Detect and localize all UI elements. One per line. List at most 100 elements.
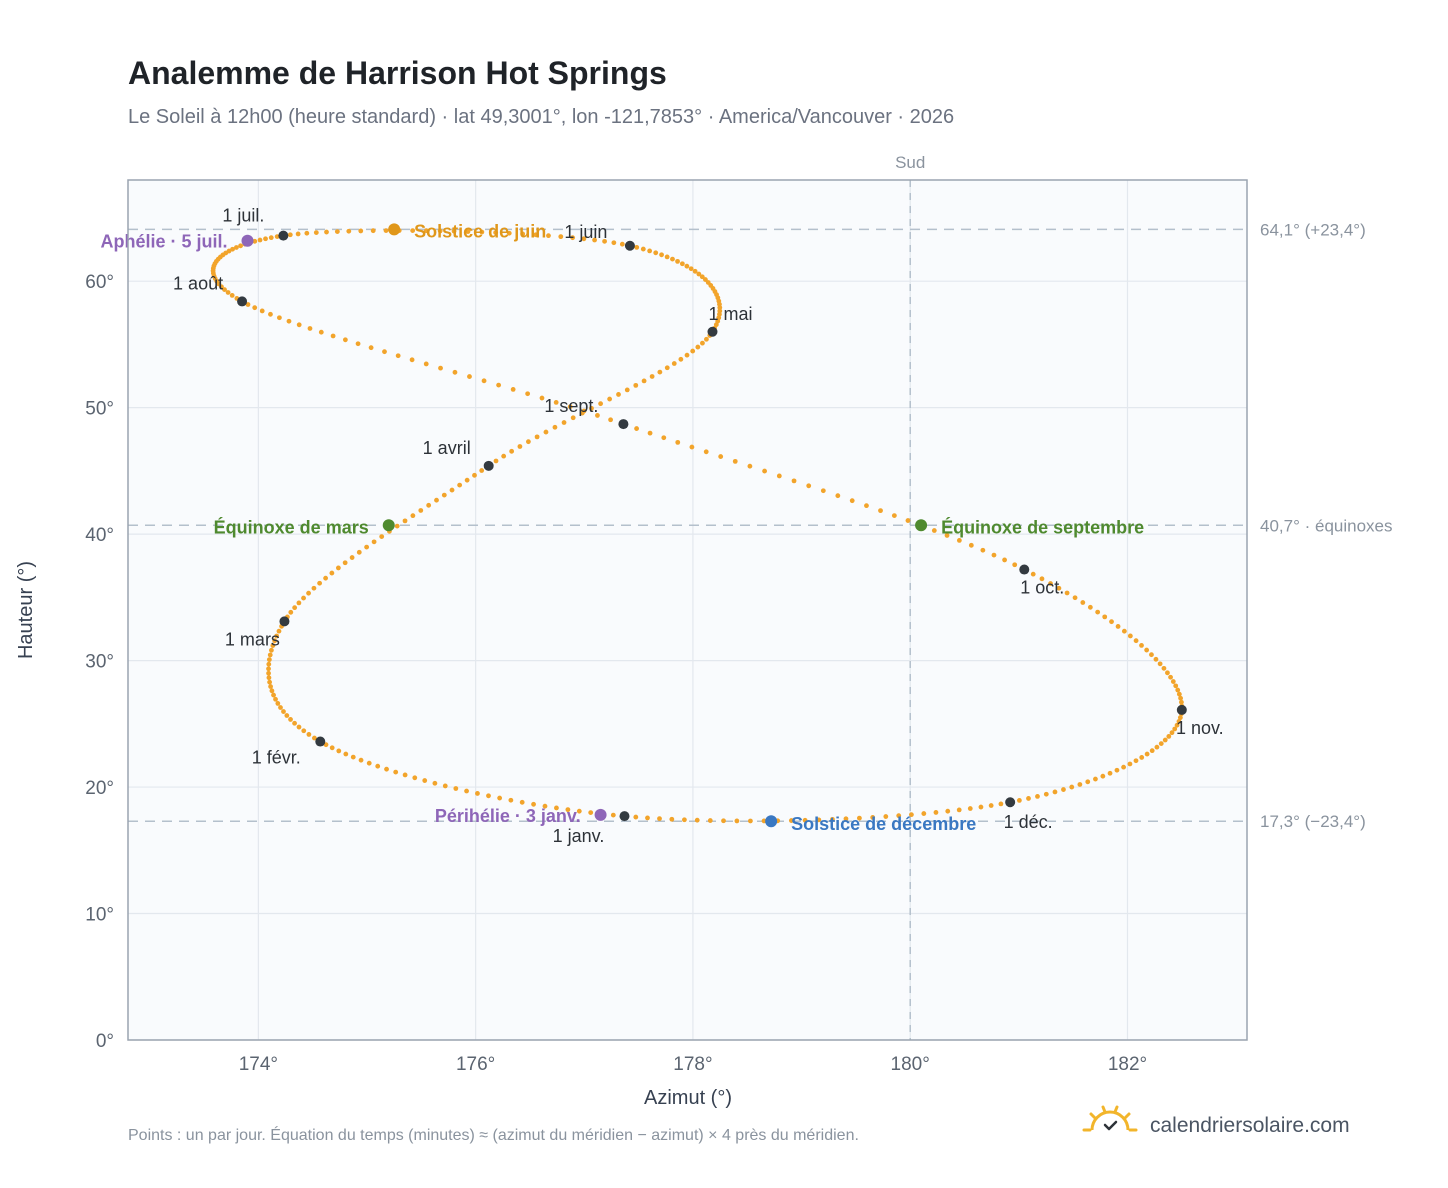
daily-point	[1002, 557, 1007, 563]
daily-point	[1064, 590, 1070, 596]
daily-point	[441, 492, 447, 498]
daily-point	[449, 487, 455, 493]
daily-point	[287, 232, 293, 238]
daily-point	[554, 805, 559, 811]
daily-point	[944, 533, 950, 538]
daily-point	[497, 795, 503, 801]
daily-point	[675, 439, 681, 445]
x-tick-label: 174°	[239, 1054, 278, 1075]
daily-point	[732, 458, 738, 464]
daily-point	[700, 340, 705, 346]
daily-point	[304, 230, 310, 236]
month-marker	[618, 419, 629, 430]
altitude-reference-label: 64,1° (+23,4°)	[1260, 220, 1366, 239]
daily-point	[1114, 767, 1120, 773]
daily-point	[978, 804, 984, 810]
daily-point	[432, 780, 438, 786]
daily-point	[301, 595, 306, 601]
daily-point	[296, 322, 302, 328]
event-marker	[915, 519, 928, 532]
daily-point	[266, 670, 271, 676]
daily-point	[679, 261, 685, 267]
daily-point	[317, 580, 323, 586]
daily-point	[1149, 748, 1155, 754]
daily-point	[1048, 581, 1053, 586]
daily-point	[437, 228, 443, 234]
altitude-reference-label: 17,3° (−23,4°)	[1260, 812, 1366, 831]
daily-point	[696, 271, 702, 277]
daily-point	[1165, 670, 1170, 676]
daily-point	[619, 241, 625, 247]
daily-point	[493, 230, 499, 236]
daily-point	[1176, 719, 1182, 724]
event-label: Équinoxe de mars	[214, 516, 369, 537]
daily-point	[581, 408, 587, 414]
daily-point	[225, 290, 231, 295]
daily-point	[718, 454, 724, 459]
daily-point	[329, 570, 335, 576]
daily-point	[395, 353, 401, 359]
daily-point	[410, 228, 416, 233]
daily-point	[306, 732, 312, 737]
daily-point	[1172, 726, 1178, 732]
daily-point	[707, 818, 713, 823]
daily-point	[219, 284, 224, 290]
daily-point	[670, 256, 675, 262]
daily-point	[608, 417, 613, 423]
event-label: Périhélie · 3 janv.	[435, 806, 581, 826]
chart-subtitle: Le Soleil à 12h00 (heure standard) · lat…	[128, 106, 954, 128]
daily-point	[442, 783, 448, 789]
daily-point	[464, 477, 470, 483]
month-label: 1 sept.	[544, 396, 598, 416]
plot-frame	[127, 179, 1248, 1041]
daily-point	[998, 801, 1004, 807]
daily-point	[479, 468, 485, 473]
daily-point	[968, 542, 974, 548]
daily-point	[292, 720, 297, 726]
daily-point	[394, 523, 400, 529]
daily-point	[467, 374, 472, 379]
month-label: 1 avril	[423, 438, 471, 458]
daily-point	[1179, 699, 1184, 705]
daily-point	[252, 238, 258, 244]
daily-point	[475, 791, 480, 796]
daily-point	[519, 799, 525, 805]
x-tick-label: 178°	[673, 1054, 712, 1075]
daily-point	[276, 315, 282, 321]
daily-point	[843, 816, 849, 822]
y-tick-label: 30°	[85, 652, 114, 673]
daily-point	[312, 735, 317, 741]
daily-point	[776, 473, 782, 479]
daily-point	[956, 538, 962, 543]
daily-point	[393, 769, 399, 775]
month-marker	[619, 811, 630, 822]
daily-point	[1174, 722, 1180, 728]
daily-point	[588, 810, 594, 816]
month-label: 1 août	[173, 273, 223, 293]
daily-point	[330, 333, 336, 339]
daily-point	[1061, 787, 1066, 792]
axis-ticks: 174° 176° 178° 180° 182° 0° 10° 20° 30° 40° 50° 60°	[85, 272, 1147, 1075]
daily-point	[1162, 737, 1168, 743]
daily-point	[931, 528, 937, 533]
daily-point	[1127, 633, 1133, 639]
daily-point	[410, 513, 416, 519]
daily-point	[1087, 604, 1093, 610]
month-label: 1 nov.	[1176, 718, 1224, 738]
daily-point	[409, 357, 415, 363]
x-tick-label: 182°	[1108, 1054, 1147, 1075]
daily-point	[762, 468, 767, 474]
altitude-reference-label: 40,7° · équinoxes	[1260, 516, 1393, 535]
daily-point	[356, 549, 362, 555]
daily-point	[1170, 679, 1176, 684]
daily-point	[645, 815, 650, 821]
daily-point	[598, 401, 604, 407]
daily-point	[589, 405, 594, 411]
month-label: 1 févr.	[252, 748, 301, 768]
daily-point	[496, 382, 502, 388]
daily-point	[296, 724, 302, 730]
daily-point	[267, 652, 273, 658]
daily-point	[1016, 798, 1022, 803]
daily-point	[379, 534, 385, 539]
